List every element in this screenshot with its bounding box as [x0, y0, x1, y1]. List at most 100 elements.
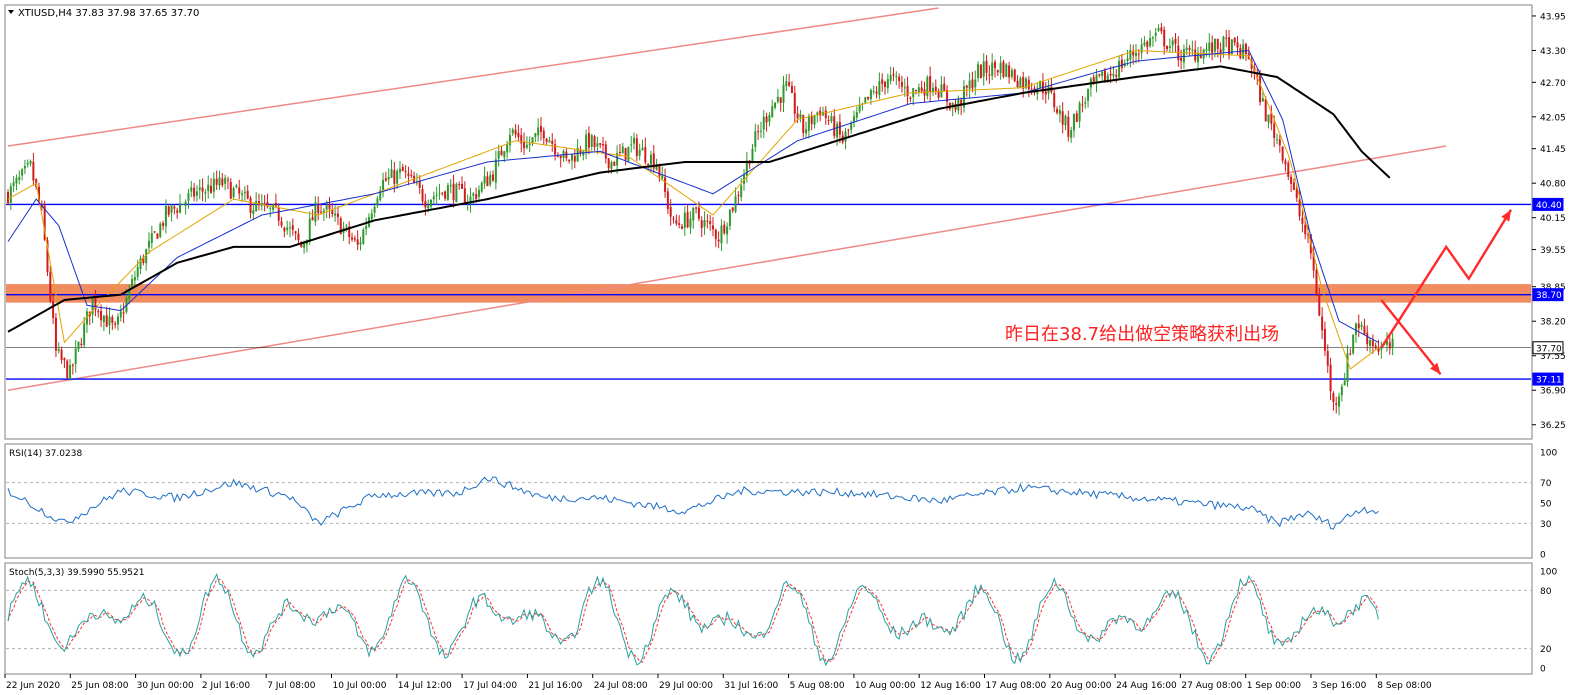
candle-body: [43, 205, 46, 240]
time-tick-label: 20 Aug 00:00: [1051, 681, 1112, 691]
candle-body: [1157, 28, 1160, 31]
candle-body: [771, 106, 774, 118]
candle-body: [387, 176, 390, 180]
candle-body: [737, 195, 740, 197]
header-dropdown-icon[interactable]: [8, 10, 14, 14]
candle-body: [1284, 160, 1287, 165]
candle-body: [712, 225, 714, 230]
price-tick-label: 36.90: [1540, 387, 1566, 397]
ma-slow-line: [7, 49, 1379, 343]
resistance-zone: [6, 284, 1531, 303]
candle-body: [1154, 32, 1157, 36]
candle-body: [503, 151, 506, 158]
candle-body: [858, 105, 861, 112]
candle-body: [1369, 340, 1372, 347]
candle-body: [376, 198, 379, 206]
candle-body: [1025, 78, 1028, 88]
candle-body: [706, 220, 709, 222]
candle-body: [1027, 79, 1030, 90]
rsi-panel-frame: [4, 443, 1533, 559]
candle-body: [407, 173, 410, 176]
candle-body: [7, 192, 9, 204]
candle-body: [469, 196, 472, 204]
candle-body: [534, 133, 537, 137]
time-tick-label: 21 Jul 16:00: [528, 681, 582, 691]
candle-body: [782, 84, 785, 103]
candle-body: [390, 169, 393, 178]
candle-body: [954, 103, 957, 110]
candle-body: [1002, 61, 1005, 77]
candle-body: [1222, 36, 1225, 52]
candle-body: [351, 237, 354, 240]
candle-body: [762, 116, 765, 130]
candle-body: [1149, 37, 1152, 46]
candle-body: [576, 147, 579, 162]
rsi-tick-label: 30: [1540, 520, 1552, 530]
candle-body: [204, 192, 207, 194]
candle-body: [709, 221, 712, 225]
candle-body: [844, 131, 847, 142]
candle-body: [398, 168, 401, 173]
candle-body: [210, 185, 213, 193]
candle-body: [1168, 46, 1171, 48]
candle-body: [1197, 52, 1200, 63]
candle-body: [506, 144, 509, 153]
candle-body: [181, 203, 184, 205]
candle-body: [582, 151, 585, 156]
candle-body: [325, 205, 328, 210]
candle-body: [111, 317, 114, 323]
candle-body: [49, 271, 52, 301]
candle-body: [252, 210, 255, 215]
candle-body: [697, 207, 700, 219]
candle-body: [664, 177, 667, 192]
candle-body: [917, 87, 920, 93]
candle-body: [994, 61, 996, 69]
candle-body: [441, 192, 444, 194]
candle-body: [779, 97, 782, 103]
candle-body: [379, 190, 382, 200]
candle-body: [1292, 182, 1295, 190]
candle-body: [1349, 353, 1352, 355]
candle-body: [965, 85, 968, 88]
price-tick-label: 36.25: [1540, 421, 1566, 431]
candle-body: [300, 241, 303, 247]
candle-body: [985, 60, 988, 73]
candle-body: [1106, 75, 1109, 83]
candle-body: [153, 231, 156, 233]
candle-body: [593, 136, 596, 148]
level-tag-label: 37.70: [1536, 344, 1562, 354]
candle-body: [1103, 70, 1106, 83]
level-tag-box: [1532, 288, 1564, 302]
candle-body: [585, 134, 588, 154]
candle-body: [317, 203, 320, 214]
candle-body: [678, 223, 681, 225]
candle-body: [1219, 49, 1222, 54]
candle-body: [1095, 74, 1098, 83]
candle-body: [311, 217, 314, 221]
candle-body: [1267, 114, 1270, 123]
candle-body: [57, 349, 60, 352]
price-tick-label: 40.15: [1540, 214, 1566, 224]
candle-body: [1171, 40, 1174, 46]
candle-body: [520, 135, 523, 144]
stoch-panel-frame: [4, 562, 1533, 675]
candle-body: [384, 178, 387, 181]
candle-body: [32, 161, 35, 181]
candle-body: [1070, 130, 1073, 138]
candle-body: [15, 177, 18, 184]
candle-body: [878, 81, 881, 95]
time-tick-label: 31 Jul 16:00: [724, 681, 778, 691]
price-tick-label: 43.30: [1540, 47, 1566, 57]
candle-body: [1067, 116, 1070, 137]
candle-body: [1129, 49, 1132, 60]
candle-body: [114, 323, 117, 325]
candle-body: [480, 182, 483, 192]
candle-body: [909, 97, 912, 99]
candle-body: [644, 147, 647, 163]
candle-body: [156, 233, 159, 239]
candle-body: [579, 149, 582, 154]
candle-body: [1112, 73, 1115, 77]
candle-body: [884, 81, 887, 87]
candle-body: [813, 115, 816, 125]
candle-body: [726, 226, 729, 235]
